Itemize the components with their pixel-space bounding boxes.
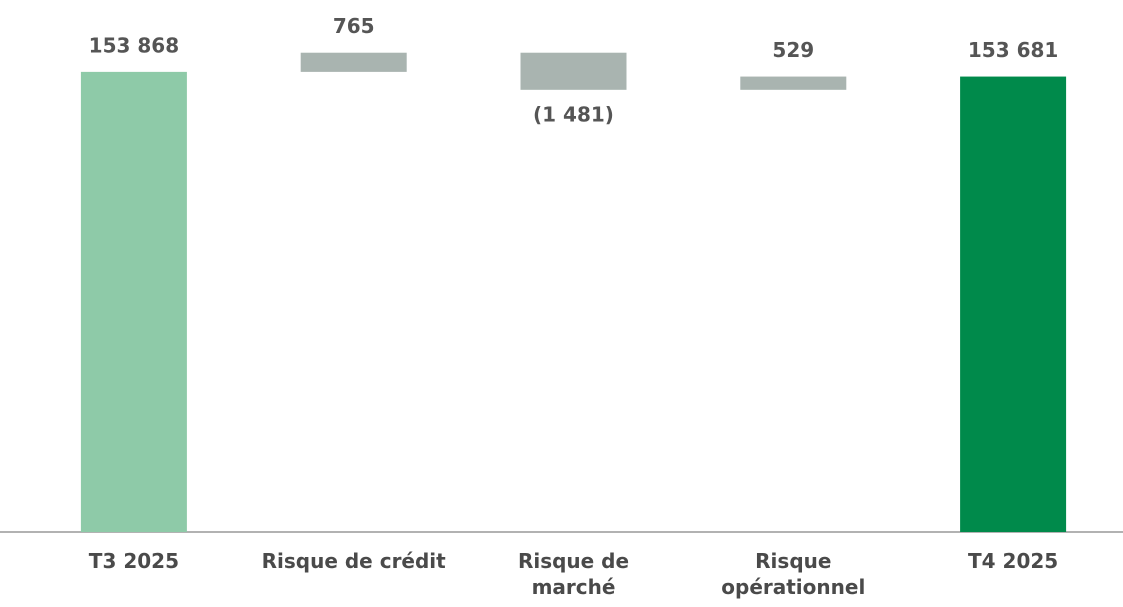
bar (300, 52, 407, 72)
value-label: 153 868 (89, 33, 179, 57)
bar (740, 76, 847, 90)
value-label: 153 681 (968, 38, 1058, 62)
value-label: (1 481) (533, 102, 614, 126)
x-tick-label: T4 2025 (968, 549, 1059, 573)
x-tick-label: T3 2025 (88, 549, 179, 573)
x-tick-label: Risque de marché (517, 549, 630, 599)
bar (520, 52, 627, 90)
x-tick-label: Risque de crédit (261, 549, 446, 573)
x-tick-label: Risque opérationnel (721, 549, 866, 599)
bar (960, 76, 1067, 532)
bar (80, 71, 187, 533)
value-label: 765 (333, 14, 375, 38)
value-label: 529 (772, 38, 814, 62)
